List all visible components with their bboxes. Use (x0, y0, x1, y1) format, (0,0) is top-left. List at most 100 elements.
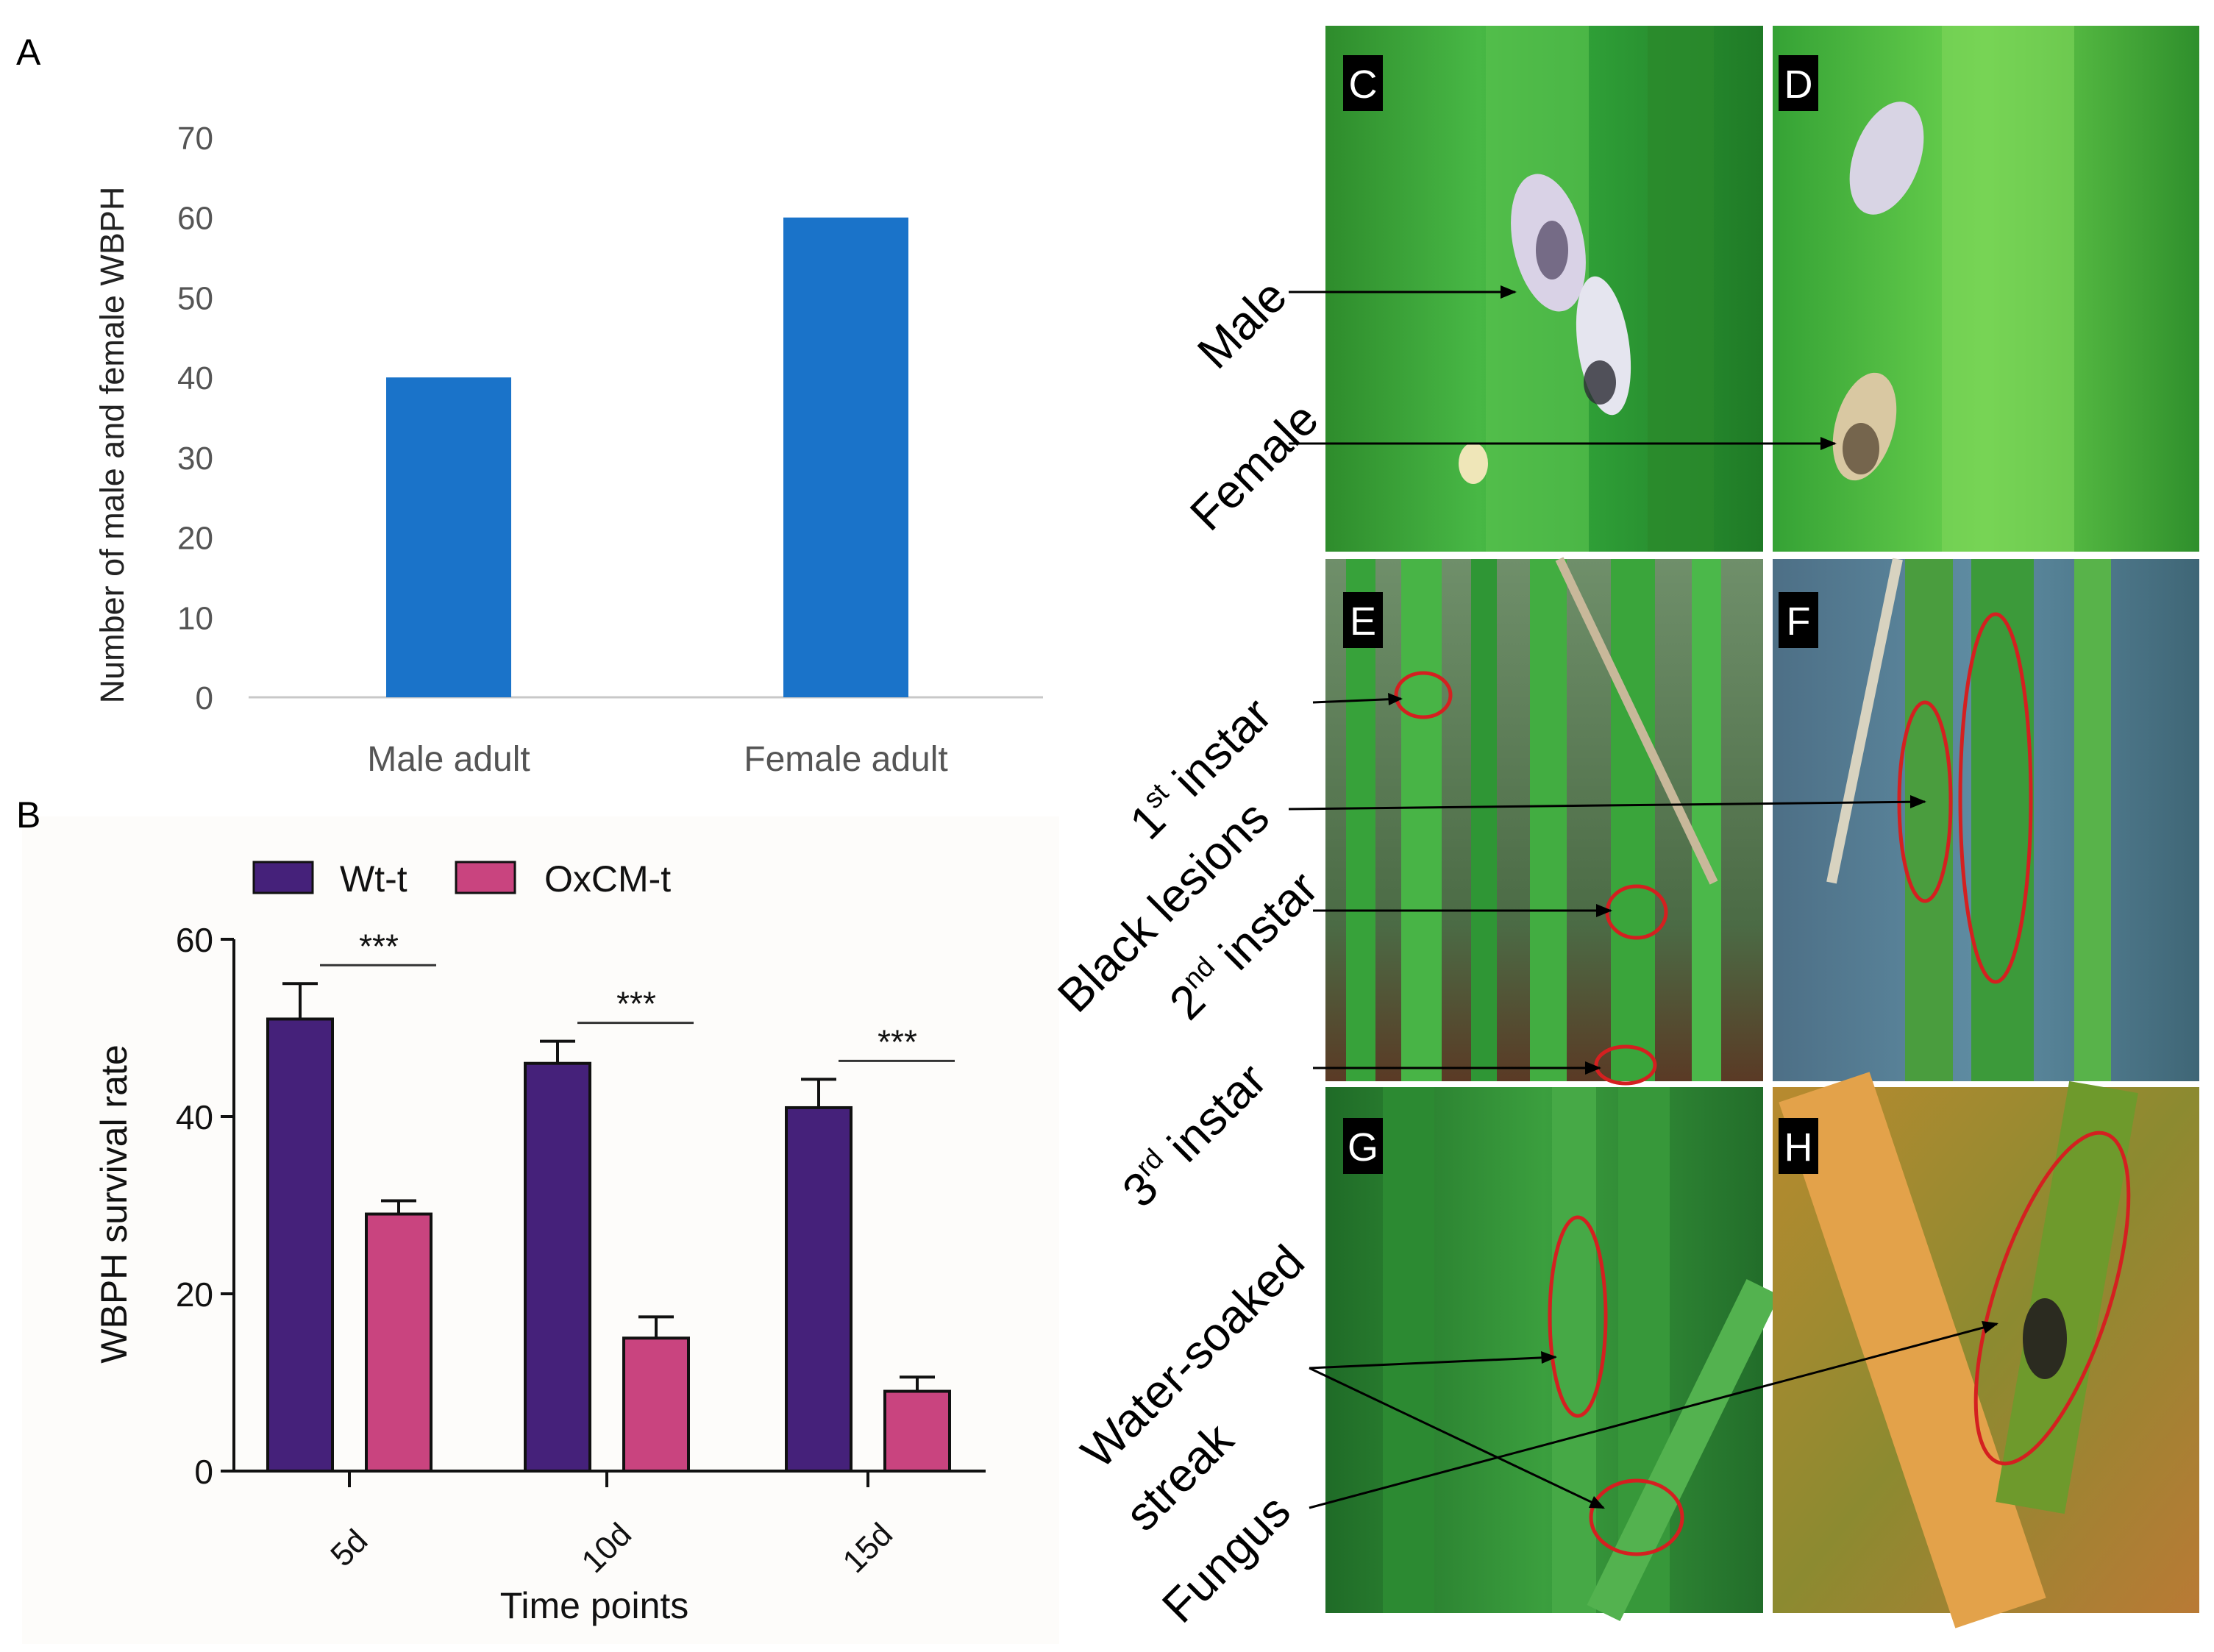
chart-b-ytick: 60 (176, 921, 213, 959)
arrow-female-head (1820, 437, 1837, 450)
chart-b-significance: *** (616, 985, 656, 1023)
chart-a-ytick: 40 (177, 360, 213, 396)
photo-f-stem-2 (1971, 559, 2034, 1081)
chart-a-bar (386, 377, 511, 697)
chart-b-bar-wt (785, 1106, 853, 1473)
annotation-male: Male (1187, 269, 1297, 379)
arrow-third-instar-head (1585, 1061, 1601, 1075)
photo-g-diag-stem (1587, 1279, 1780, 1621)
chart-b-ytick: 20 (176, 1275, 213, 1314)
chart-a-xtick-male: Male adult (367, 740, 530, 779)
photo-e-stem-4 (1530, 559, 1567, 1081)
photo-f-label-box (1779, 592, 1818, 648)
photo-c-stem-2 (1648, 26, 1714, 552)
chart-a-ytick: 10 (177, 600, 213, 636)
legend-swatch-wt (252, 861, 314, 894)
photo-g-circle-1 (1548, 1215, 1608, 1418)
photo-g-circle-2 (1589, 1478, 1684, 1556)
arrow-second-instar-head (1596, 904, 1612, 917)
chart-a: Number of male and female WBPH Male adul… (93, 121, 1043, 779)
arrow-water-soaked-1 (1309, 1356, 1556, 1370)
panel-a: A Number of male and female WBPH Male ad… (16, 32, 1043, 779)
chart-b-ylabel: WBPH survival rate (93, 1044, 135, 1363)
chart-a-ytick: 20 (177, 521, 213, 557)
photo-d-insect-male (1849, 102, 1924, 215)
photo-g-stem-2 (1552, 1087, 1596, 1613)
chart-a-ytick: 0 (196, 680, 213, 716)
photo-e-dry-leaf (1555, 557, 1718, 885)
photo-d-insect-female-mark (1843, 423, 1879, 474)
photo-c-insect-female-mark (1584, 360, 1616, 405)
photo-g-stem-1 (1383, 1087, 1434, 1613)
photo-annotations: Male Female 1st instar Black lesions 2nd… (1047, 269, 1328, 1633)
chart-a-ytick: 70 (177, 121, 213, 157)
photo-f-label: F (1787, 599, 1811, 644)
photo-c-nymph (1459, 443, 1488, 484)
photo-d-label-box (1779, 55, 1818, 111)
photo-f-stem-3 (2074, 559, 2111, 1081)
photo-h-fungus (2023, 1298, 2067, 1379)
photo-c-insect-male-mark (1536, 221, 1568, 280)
photo-e-label-box (1343, 592, 1383, 648)
chart-b-xlabel: Time points (500, 1585, 689, 1626)
photo-h-label: H (1784, 1125, 1813, 1169)
photo-d-label: D (1784, 63, 1813, 107)
photo-panels: C D E (1325, 26, 2199, 1628)
chart-b-bar-oxcm (365, 1212, 433, 1473)
arrow-fungus-head (1982, 1321, 1998, 1334)
panel-label-b: B (16, 794, 40, 836)
arrow-water-soaked-1-head (1541, 1351, 1557, 1364)
panel-b: B Wt-t OxCM-t WBPH survival rate Time po… (16, 794, 1059, 1644)
chart-b-bar-wt (524, 1061, 591, 1473)
arrow-first-instar-head (1388, 693, 1403, 705)
legend-label-oxcm: OxCM-t (544, 858, 671, 900)
chart-a-ytick: 30 (177, 441, 213, 477)
photo-d: D (1773, 26, 2199, 552)
photo-g: G (1325, 1087, 1780, 1621)
photo-f-dry-leaf (1826, 558, 1903, 884)
photo-h-label-box (1779, 1118, 1818, 1174)
arrow-black-lesions (1288, 800, 1926, 811)
photo-c-label: C (1349, 63, 1378, 107)
photo-e-circle-1 (1394, 671, 1453, 719)
arrow-water-soaked-2-head (1589, 1496, 1605, 1509)
photo-e-stem-3 (1471, 559, 1497, 1081)
photo-e: E (1325, 557, 1763, 1086)
photo-f-stem-1 (1905, 559, 1953, 1081)
photo-e-stem-6 (1692, 559, 1721, 1081)
arrow-black-lesions-head (1910, 795, 1926, 808)
arrow-water-soaked-2 (1309, 1367, 1604, 1509)
photo-f-circle-2 (1958, 612, 2033, 984)
photo-e-label: E (1350, 599, 1376, 644)
panel-label-a: A (16, 32, 41, 73)
photo-h-yellow-stem (1779, 1072, 2046, 1628)
chart-a-ytick: 50 (177, 280, 213, 316)
chart-b-significance: *** (359, 927, 399, 965)
chart-b: Wt-t OxCM-t WBPH survival rate Time poin… (93, 858, 986, 1626)
photo-h-circle (1973, 1131, 2131, 1466)
chart-b-ytick: 0 (194, 1453, 213, 1491)
chart-a-ytick: 60 (177, 201, 213, 237)
photo-e-stem-2 (1401, 559, 1442, 1081)
arrow-male-head (1501, 285, 1517, 299)
legend-label-wt: Wt-t (340, 858, 407, 900)
photo-e-circle-3 (1594, 1044, 1657, 1086)
photo-c: C (1325, 26, 1763, 552)
photo-g-label: G (1348, 1125, 1378, 1169)
photo-c-label-box (1343, 55, 1383, 111)
photo-g-label-box (1343, 1118, 1383, 1174)
photo-h: H (1773, 1072, 2199, 1628)
chart-a-bar (783, 217, 908, 697)
arrow-first-instar (1312, 697, 1402, 704)
chart-b-bar-wt (266, 1017, 334, 1473)
chart-b-significance: *** (878, 1022, 917, 1061)
chart-b-bar-oxcm (622, 1336, 690, 1473)
annotation-third-instar: 3rd instar (1111, 1053, 1276, 1217)
annotation-arrows (1288, 285, 1998, 1509)
annotation-female: Female (1180, 392, 1328, 541)
photo-e-stem-5 (1611, 559, 1655, 1081)
photo-f: F (1773, 558, 2199, 1081)
legend-swatch-oxcm (455, 861, 516, 894)
chart-b-ytick: 40 (176, 1098, 213, 1136)
